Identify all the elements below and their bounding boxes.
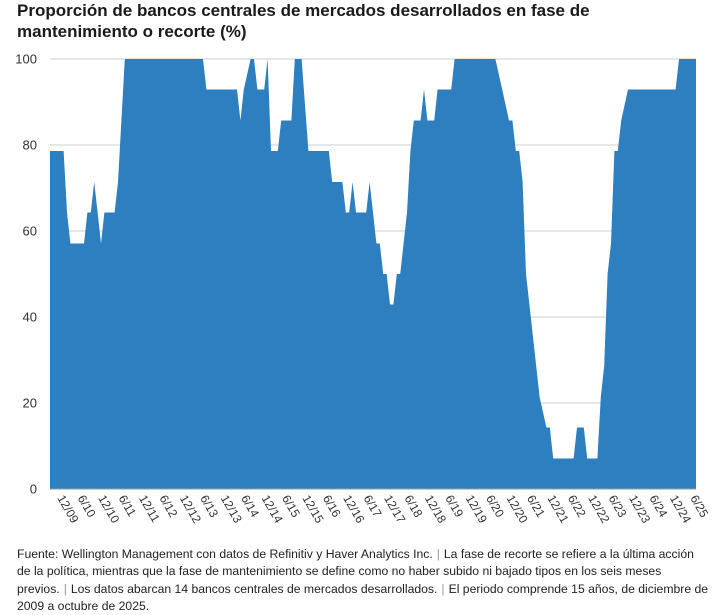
y-tick-label: 40	[23, 310, 37, 325]
area-series	[50, 59, 696, 489]
y-tick-label: 20	[23, 396, 37, 411]
chart-footnote: Fuente: Wellington Management con datos …	[17, 546, 709, 615]
footnote-text: La fase de recorte se refiere a la últim…	[17, 547, 694, 596]
footnote-text: Fuente: Wellington Management con datos …	[17, 547, 433, 561]
footnote-separator: |	[436, 547, 440, 561]
y-tick-label: 0	[30, 482, 37, 497]
footnote-text: El periodo comprende 15 años, de diciemb…	[17, 581, 709, 613]
y-tick-label: 100	[15, 52, 37, 67]
footnote-text: Los datos abarcan 14 bancos centrales de…	[70, 581, 438, 596]
footnote-separator: |	[441, 581, 445, 596]
y-tick-label: 60	[23, 224, 37, 239]
chart-title: Proporción de bancos centrales de mercad…	[17, 1, 590, 41]
footnote-separator: |	[63, 581, 67, 596]
y-tick-label: 80	[23, 138, 37, 153]
